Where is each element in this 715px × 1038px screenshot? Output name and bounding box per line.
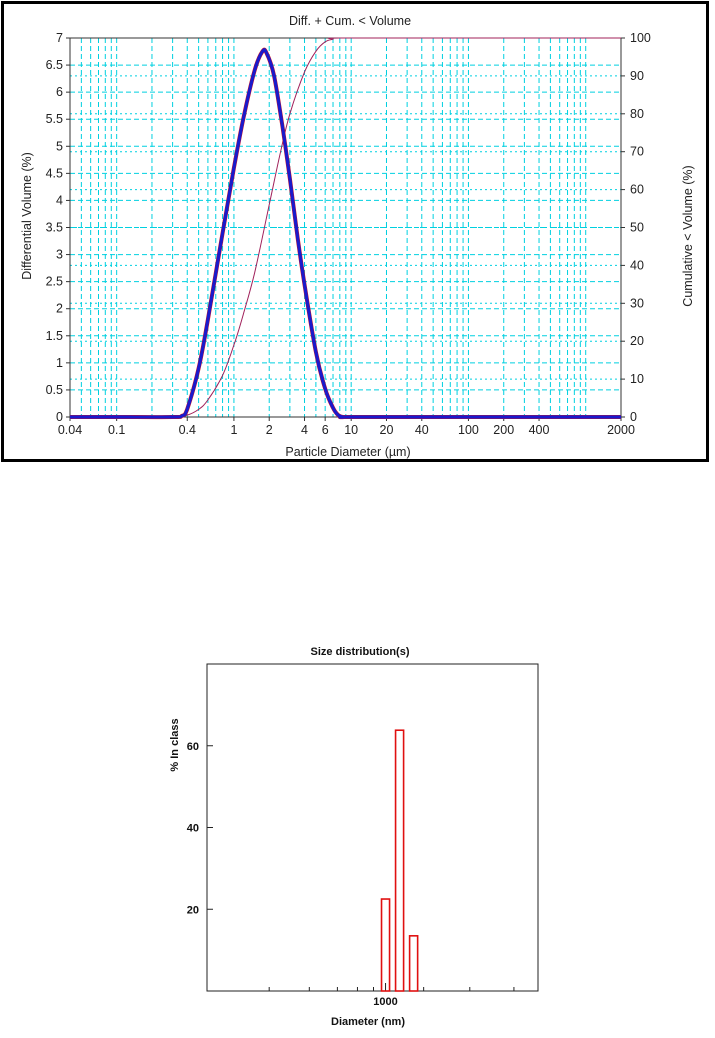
differential-cumulative-chart-frame: Diff. + Cum. < Volume Particle Diameter … [1,1,709,462]
y2-ticks: 0 10 20 30 40 50 60 70 80 90 100 [621,31,651,424]
y2-tick-label: 10 [630,372,644,386]
x-tick-label: 2 [266,423,273,437]
histogram-bar [380,898,391,992]
y-tick-label: 5.5 [46,112,63,126]
y-tick-label: 60 [187,741,199,753]
x-axis-label: Diameter (nm) [331,1016,405,1028]
x-tick-label: 1000 [373,996,397,1008]
x-tick-label: 6 [322,423,329,437]
x-tick-label: 40 [415,423,429,437]
y-tick-label: 0.5 [46,383,63,397]
y-tick-label: 1.5 [46,329,63,343]
x-tick-label: 2000 [607,423,635,437]
x-tick-label: 10 [344,423,358,437]
x-tick-label: 400 [529,423,550,437]
y-axis-label: Differential Volume (%) [20,152,34,280]
x-tick-label: 100 [458,423,479,437]
histogram-bar [408,935,419,992]
y2-tick-label: 70 [630,145,644,159]
y-tick-label: 6.5 [46,58,63,72]
y2-tick-label: 20 [630,334,644,348]
y-tick-label: 4 [56,193,63,207]
axis-ticks: 20 40 60 1000 [187,741,515,1008]
series-group [69,37,621,420]
x-tick-label: 0.04 [58,423,82,437]
x-tick-label: 0.4 [179,423,196,437]
differential-cumulative-chart: Diff. + Cum. < Volume Particle Diameter … [20,14,695,459]
size-distribution-chart: Size distribution(s) Diameter (nm) % In … [169,646,539,1028]
chart-title: Size distribution(s) [311,646,410,658]
differential-volume-line [69,48,621,419]
y2-tick-label: 100 [630,31,651,45]
y-axis-label: % In class [169,718,181,771]
y2-tick-label: 60 [630,183,644,197]
x-tick-label: 20 [380,423,394,437]
bar-group [380,729,419,992]
cumulative-volume-line [69,37,621,418]
x-tick-label: 4 [301,423,308,437]
y2-tick-label: 90 [630,69,644,83]
y-tick-label: 5 [56,139,63,153]
y2-tick-label: 30 [630,296,644,310]
y2-tick-label: 40 [630,258,644,272]
y-tick-label: 0 [56,410,63,424]
y-ticks: 0 0.5 1 1.5 2 2.5 3 3.5 4 4.5 5 5.5 6 6.5 7 [46,31,70,424]
plot-area [206,663,539,992]
chart-title: Diff. + Cum. < Volume [289,14,411,28]
histogram-bar [394,729,405,992]
y-tick-label: 40 [187,823,199,835]
grid [69,37,622,418]
y-tick-label: 7 [56,31,63,45]
y2-tick-label: 50 [630,221,644,235]
y-tick-label: 3.5 [46,221,63,235]
y-tick-label: 6 [56,85,63,99]
y2-axis-label: Cumulative < Volume (%) [681,165,695,306]
y-tick-label: 3 [56,248,63,262]
y-tick-label: 4.5 [46,166,63,180]
y2-tick-label: 0 [630,410,637,424]
x-axis-label: Particle Diameter (µm) [285,445,410,459]
y-tick-label: 2 [56,302,63,316]
y-tick-label: 1 [56,356,63,370]
y-tick-label: 20 [187,904,199,916]
y-tick-label: 2.5 [46,275,63,289]
x-tick-label: 1 [230,423,237,437]
x-tick-label: 0.1 [108,423,125,437]
y2-tick-label: 80 [630,107,644,121]
x-tick-label: 200 [493,423,514,437]
x-ticks: 0.04 0.1 0.4 1 2 4 6 10 20 40 100 200 400 2000 [58,417,635,437]
